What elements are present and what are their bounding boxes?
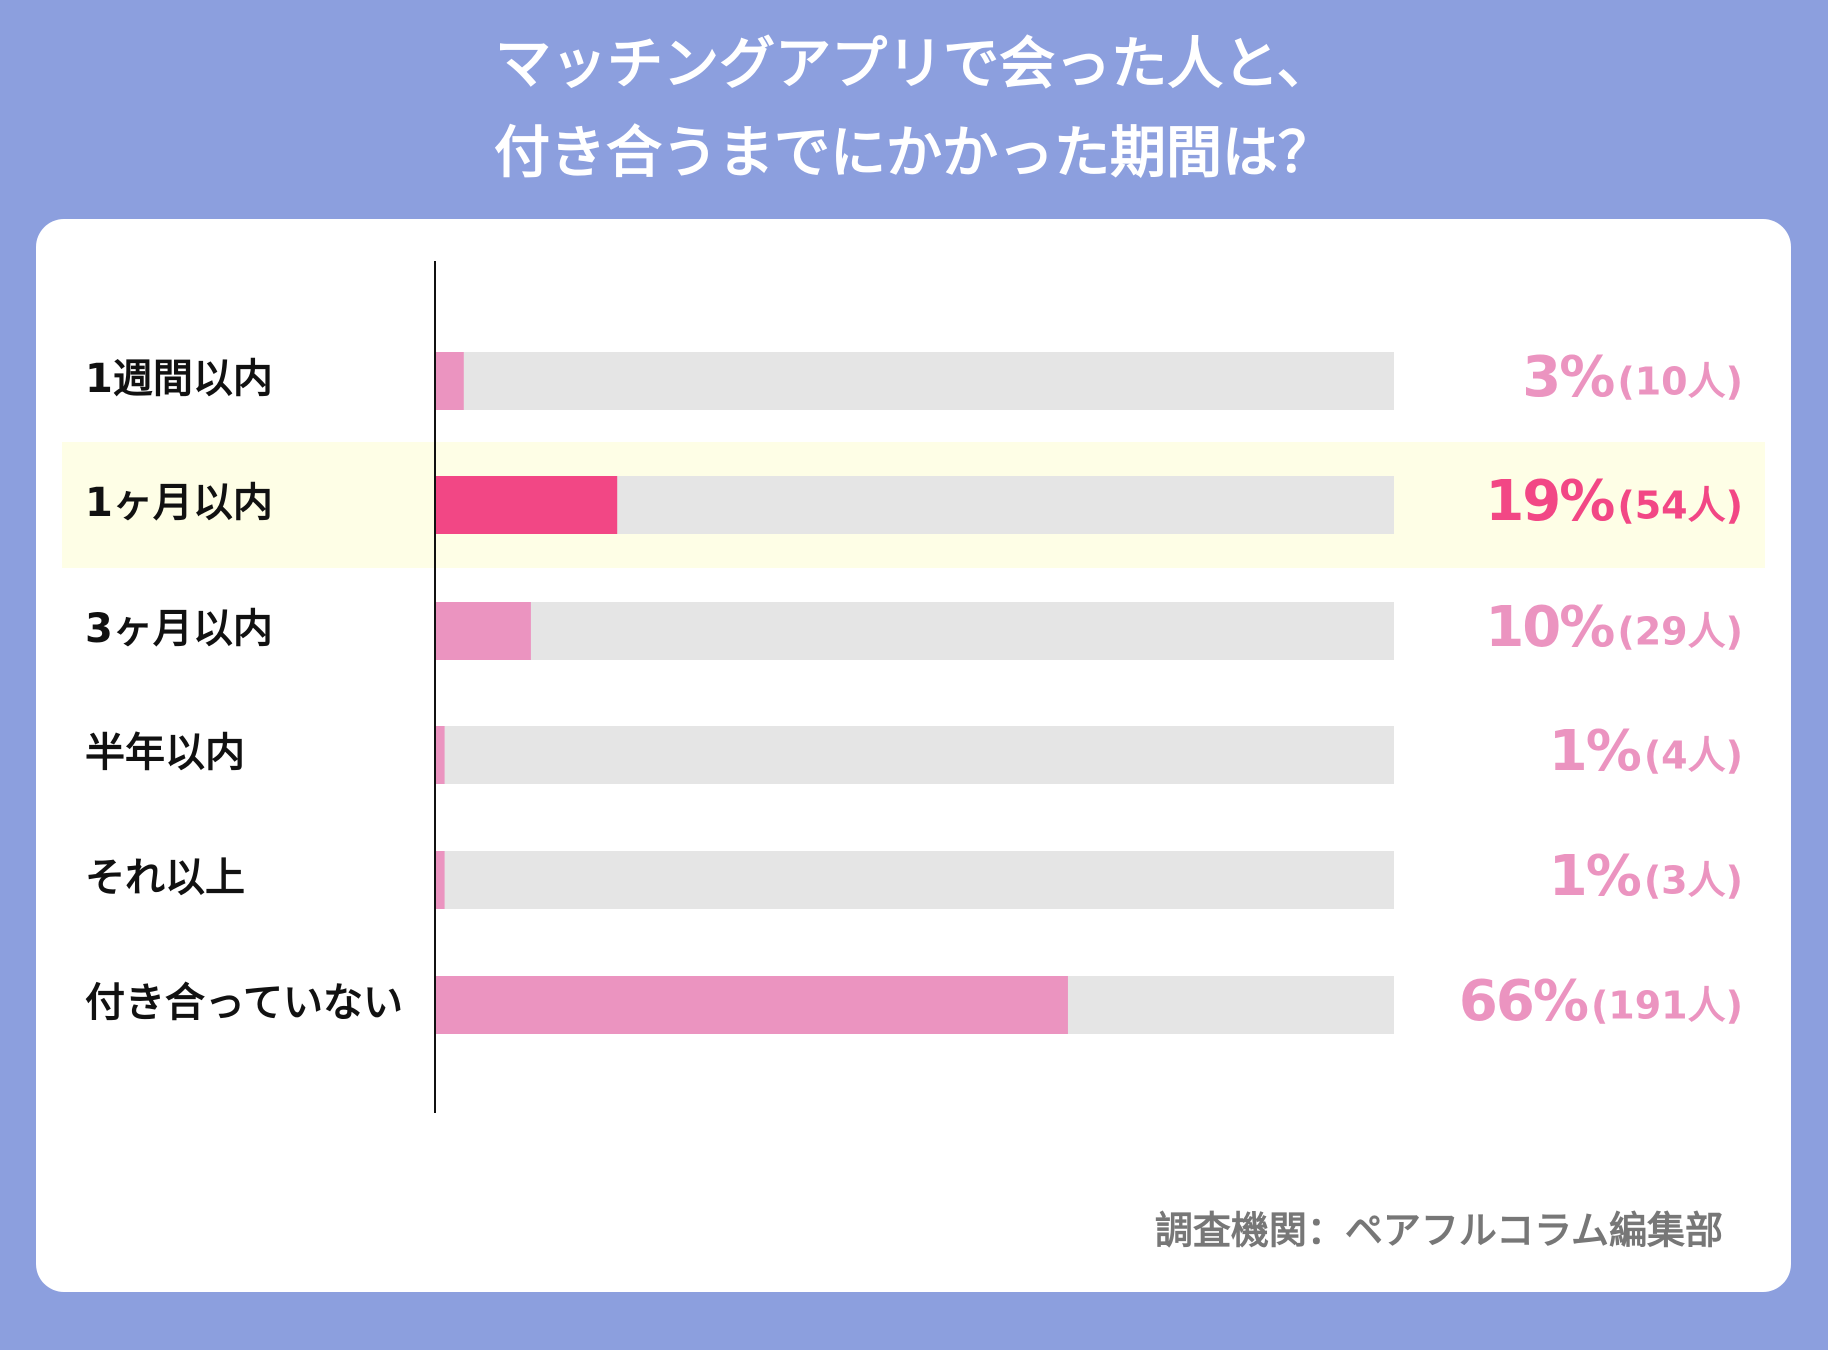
- bar-track: [435, 352, 1394, 410]
- bar: [435, 726, 445, 784]
- bar-track: [435, 851, 1394, 909]
- category-label: 3ヶ月以内: [85, 606, 273, 652]
- chart-title: 付き合うまでにかかった期間は？: [494, 121, 1334, 186]
- bar: [435, 352, 464, 410]
- count-label: (191人): [1591, 984, 1743, 1028]
- bar-track: [435, 726, 1394, 784]
- chart-title: マッチングアプリで会った人と、: [495, 32, 1333, 97]
- count-label: (29人): [1617, 610, 1743, 654]
- value-label: 3%: [1522, 345, 1614, 410]
- count-label: (3人): [1644, 859, 1743, 903]
- bar-track: [435, 602, 1394, 660]
- category-label: 1ヶ月以内: [85, 480, 273, 526]
- category-label: 半年以内: [85, 730, 245, 776]
- value-label: 19%: [1485, 469, 1614, 534]
- bar: [435, 851, 445, 909]
- category-label: 1週間以内: [85, 356, 273, 402]
- bar: [435, 602, 531, 660]
- value-label: 1%: [1549, 844, 1641, 909]
- count-label: (54人): [1617, 484, 1743, 528]
- source-note: 調査機関：ペアフルコラム編集部: [1155, 1209, 1723, 1253]
- value-label: 1%: [1549, 719, 1641, 784]
- value-label: 10%: [1485, 595, 1614, 660]
- count-label: (4人): [1644, 734, 1743, 778]
- bar: [435, 976, 1068, 1034]
- category-label: 付き合っていない: [85, 980, 403, 1026]
- value-label: 66%: [1459, 969, 1588, 1034]
- category-label: それ以上: [85, 855, 245, 901]
- bar: [435, 476, 618, 534]
- count-label: (10人): [1617, 360, 1743, 404]
